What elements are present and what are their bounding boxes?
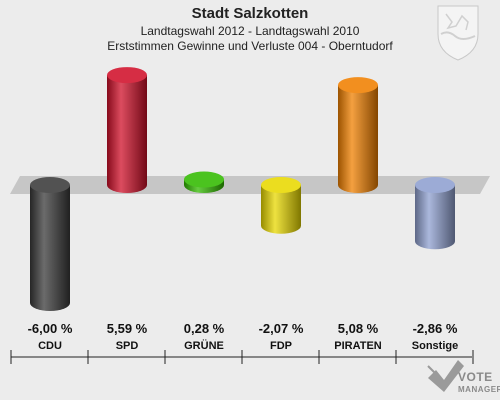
category-label: CDU [38, 340, 62, 352]
chart-title: Stadt Salzkotten [192, 5, 309, 22]
labels-group: -6,00 % CDU 5,59 % SPD 0,28 % GRÜNE -2,07 % FDP… [28, 321, 459, 352]
vote-manager-logo: VOTE MANAGER [427, 360, 500, 394]
value-label: -2,07 % [259, 321, 304, 336]
bar-sonstige [415, 177, 455, 250]
bar-fdp [261, 177, 301, 234]
category-label: FDP [270, 340, 292, 352]
value-label: 5,08 % [338, 321, 379, 336]
chart-subtitle-1: Landtagswahl 2012 - Landtagswahl 2010 [141, 24, 360, 38]
value-label: 5,59 % [107, 321, 148, 336]
bar-cdu [30, 177, 70, 311]
bar-gr-ne [184, 171, 224, 193]
logo-line-2: MANAGER [458, 385, 500, 394]
value-label: -2,86 % [413, 321, 458, 336]
bar-spd [107, 67, 147, 193]
coat-of-arms-icon [437, 5, 479, 61]
value-label: 0,28 % [184, 321, 225, 336]
chart-subtitle-2: Erststimmen Gewinne und Verluste 004 - O… [107, 39, 393, 53]
logo-line-1: VOTE [458, 370, 493, 384]
checkmark-icon [427, 360, 464, 392]
category-label: GRÜNE [184, 339, 224, 352]
category-label: Sonstige [412, 340, 458, 352]
bar-piraten [338, 77, 378, 193]
category-label: PIRATEN [334, 340, 382, 352]
bars-group [30, 67, 455, 311]
value-label: -6,00 % [28, 321, 73, 336]
category-axis [10, 350, 474, 364]
category-label: SPD [116, 340, 139, 352]
